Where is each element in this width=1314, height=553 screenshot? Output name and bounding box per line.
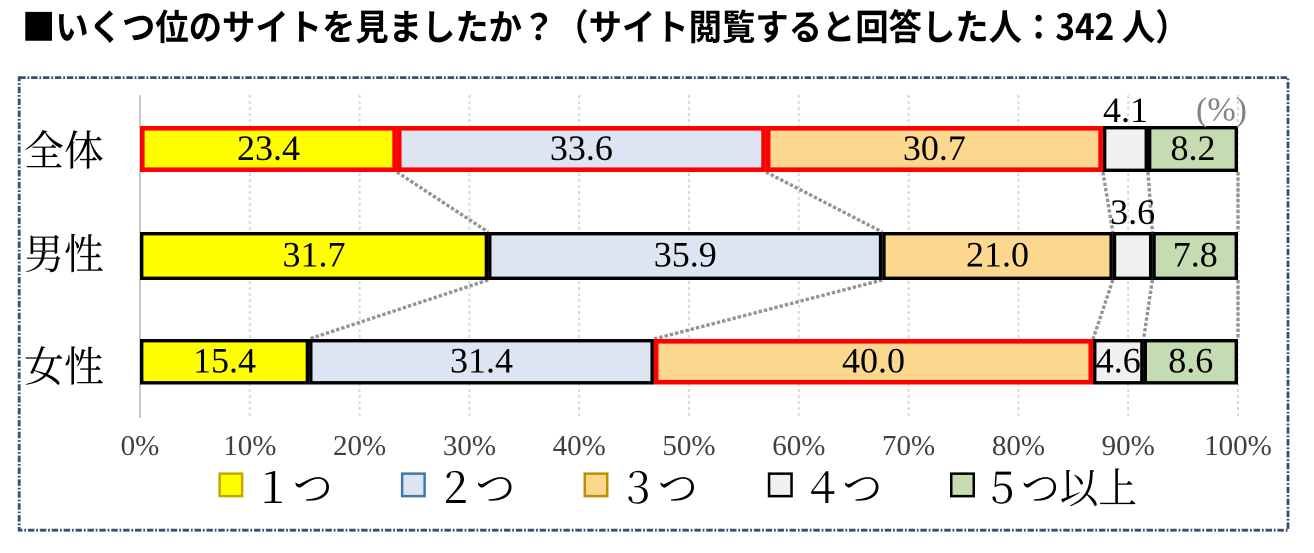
svg-text:21.0: 21.0: [966, 235, 1029, 275]
svg-text:30%: 30%: [443, 430, 496, 462]
svg-text:8.2: 8.2: [1171, 128, 1216, 168]
svg-text:90%: 90%: [1102, 430, 1155, 462]
svg-text:3.6: 3.6: [1110, 192, 1155, 232]
svg-text:(%): (%): [1196, 92, 1247, 129]
svg-text:40.0: 40.0: [842, 341, 905, 381]
svg-text:7.8: 7.8: [1173, 235, 1218, 275]
svg-text:40%: 40%: [553, 430, 606, 462]
svg-text:35.9: 35.9: [654, 235, 717, 275]
svg-text:23.4: 23.4: [237, 128, 300, 168]
svg-text:100%: 100%: [1204, 430, 1272, 462]
svg-text:60%: 60%: [772, 430, 825, 462]
svg-text:33.6: 33.6: [550, 128, 613, 168]
svg-text:31.4: 31.4: [450, 341, 513, 381]
svg-text:31.7: 31.7: [283, 235, 346, 275]
svg-text:4.1: 4.1: [1103, 90, 1148, 130]
svg-text:0%: 0%: [121, 430, 160, 462]
svg-text:30.7: 30.7: [903, 128, 966, 168]
svg-text:70%: 70%: [882, 430, 935, 462]
svg-text:4.6: 4.6: [1096, 341, 1141, 381]
svg-text:50%: 50%: [662, 430, 715, 462]
svg-text:8.6: 8.6: [1168, 341, 1213, 381]
svg-text:80%: 80%: [992, 430, 1045, 462]
svg-text:10%: 10%: [223, 430, 276, 462]
svg-text:15.4: 15.4: [193, 341, 256, 381]
svg-text:20%: 20%: [333, 430, 386, 462]
